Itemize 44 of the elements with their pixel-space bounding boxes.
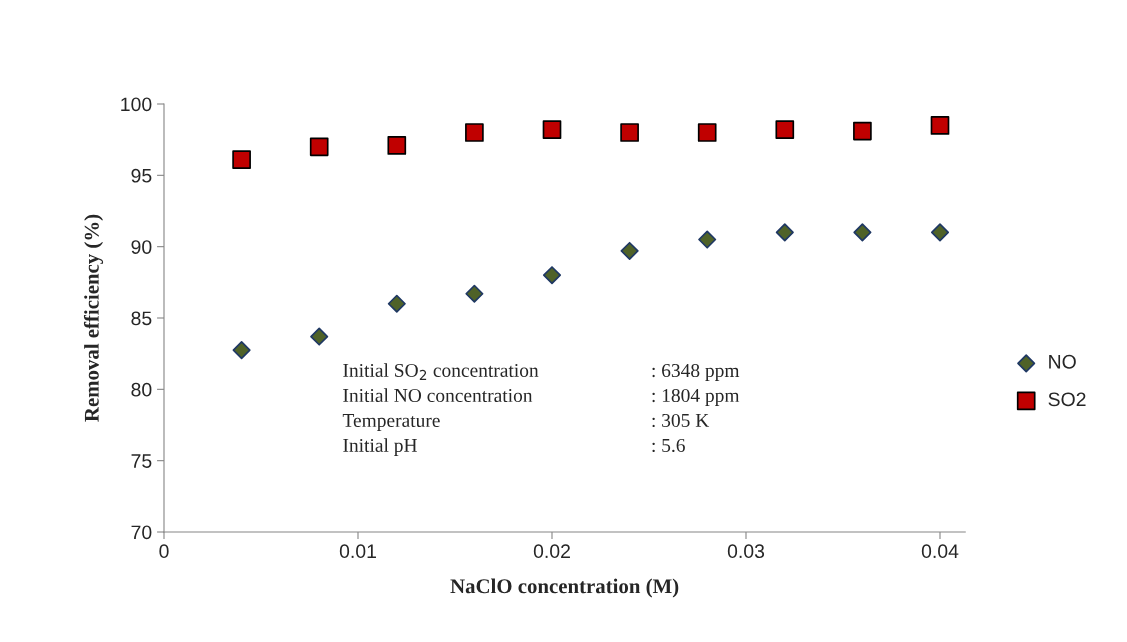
point (542, 120, 562, 140)
y-tick-label: 70 (131, 525, 152, 540)
point (542, 266, 562, 285)
point (620, 241, 639, 260)
y-tick-label: 85 (131, 311, 152, 326)
point (853, 223, 872, 242)
point (232, 150, 251, 169)
legend-label: NO (1049, 354, 1076, 369)
legend-label: SO2 (1048, 392, 1086, 407)
y-tick-label: 75 (131, 454, 152, 468)
annotation: : 6348 ppm (652, 363, 740, 382)
annotation: : 305 K (652, 413, 710, 428)
x-tick-label: 0.03 (727, 544, 765, 559)
x-axis-title: NaClO concentration (M) (450, 578, 679, 598)
point (387, 136, 407, 155)
annotation: Initial pH (343, 438, 417, 456)
y-tick-label: 90 (131, 240, 152, 254)
annotation: : 5.6 (652, 438, 685, 453)
point (465, 123, 484, 142)
point (465, 284, 484, 303)
point (310, 327, 329, 346)
point (232, 341, 251, 360)
y-tick-label: 95 (131, 168, 152, 183)
point (930, 223, 950, 242)
annotation: Initial SO$_{2}$ concentration (343, 363, 539, 380)
point (620, 123, 639, 142)
annotation: Temperature (342, 414, 440, 431)
y-axis-title: Removal efficiency (%) (83, 214, 104, 422)
point (309, 137, 329, 157)
point (698, 230, 717, 249)
point (775, 223, 794, 242)
x-tick-label: 0.04 (921, 544, 959, 559)
point (930, 116, 950, 135)
y-tick-label: 100 (121, 97, 152, 112)
x-tick-label: 0.01 (339, 544, 376, 559)
annotation: : 1804 ppm (652, 388, 740, 406)
y-tick-label: 80 (131, 382, 152, 397)
x-tick-label: 0 (159, 544, 169, 559)
point (775, 120, 795, 140)
point (853, 121, 872, 141)
annotation: Initial NO concentration (343, 388, 533, 403)
point (387, 294, 406, 313)
point (697, 123, 717, 142)
x-tick-label: 0.02 (533, 544, 570, 559)
